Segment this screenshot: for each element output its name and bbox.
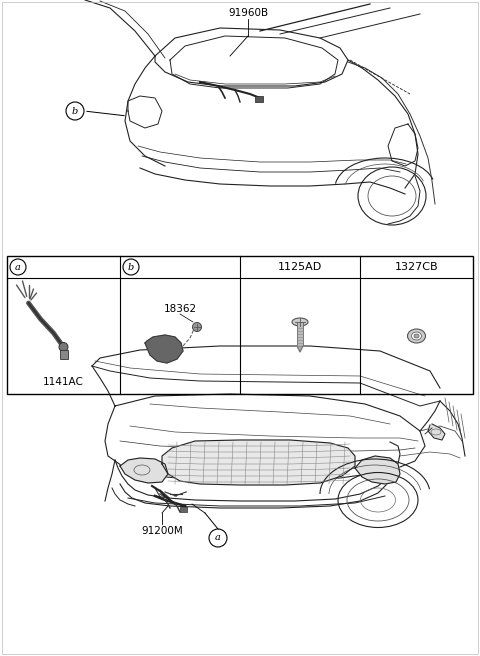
Text: 1327CB: 1327CB <box>395 262 438 272</box>
Text: b: b <box>72 106 78 115</box>
Ellipse shape <box>414 334 419 338</box>
Ellipse shape <box>408 329 425 343</box>
Polygon shape <box>145 335 183 363</box>
Polygon shape <box>355 456 400 484</box>
Bar <box>60 350 68 359</box>
Text: 1125AD: 1125AD <box>278 262 322 272</box>
Circle shape <box>192 323 202 331</box>
Polygon shape <box>162 440 355 485</box>
Text: 18362: 18362 <box>163 304 197 314</box>
Text: 91960B: 91960B <box>228 8 268 18</box>
Text: 1141AC: 1141AC <box>43 377 84 387</box>
Bar <box>7 256 473 394</box>
Polygon shape <box>120 458 168 483</box>
Polygon shape <box>297 346 303 352</box>
Text: a: a <box>215 533 221 543</box>
Text: a: a <box>15 262 21 272</box>
Bar <box>297 322 303 346</box>
Bar <box>180 507 187 512</box>
Ellipse shape <box>292 318 308 326</box>
Text: 91200M: 91200M <box>141 526 183 536</box>
Ellipse shape <box>411 332 421 340</box>
Bar <box>255 96 263 102</box>
Circle shape <box>59 342 68 352</box>
Text: b: b <box>128 262 134 272</box>
Polygon shape <box>428 424 445 440</box>
